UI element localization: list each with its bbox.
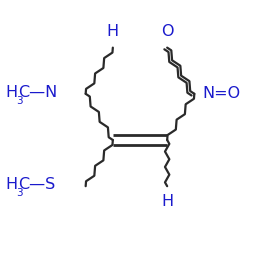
Text: C—S: C—S [18, 177, 56, 192]
Text: 3: 3 [16, 95, 22, 106]
Text: N=O: N=O [202, 86, 241, 101]
Text: O: O [161, 24, 173, 39]
Text: H: H [6, 177, 18, 192]
Text: C—N: C—N [18, 85, 58, 100]
Text: H: H [6, 85, 18, 100]
Text: 3: 3 [16, 188, 22, 198]
Text: H: H [161, 194, 173, 209]
Text: H: H [107, 24, 119, 39]
